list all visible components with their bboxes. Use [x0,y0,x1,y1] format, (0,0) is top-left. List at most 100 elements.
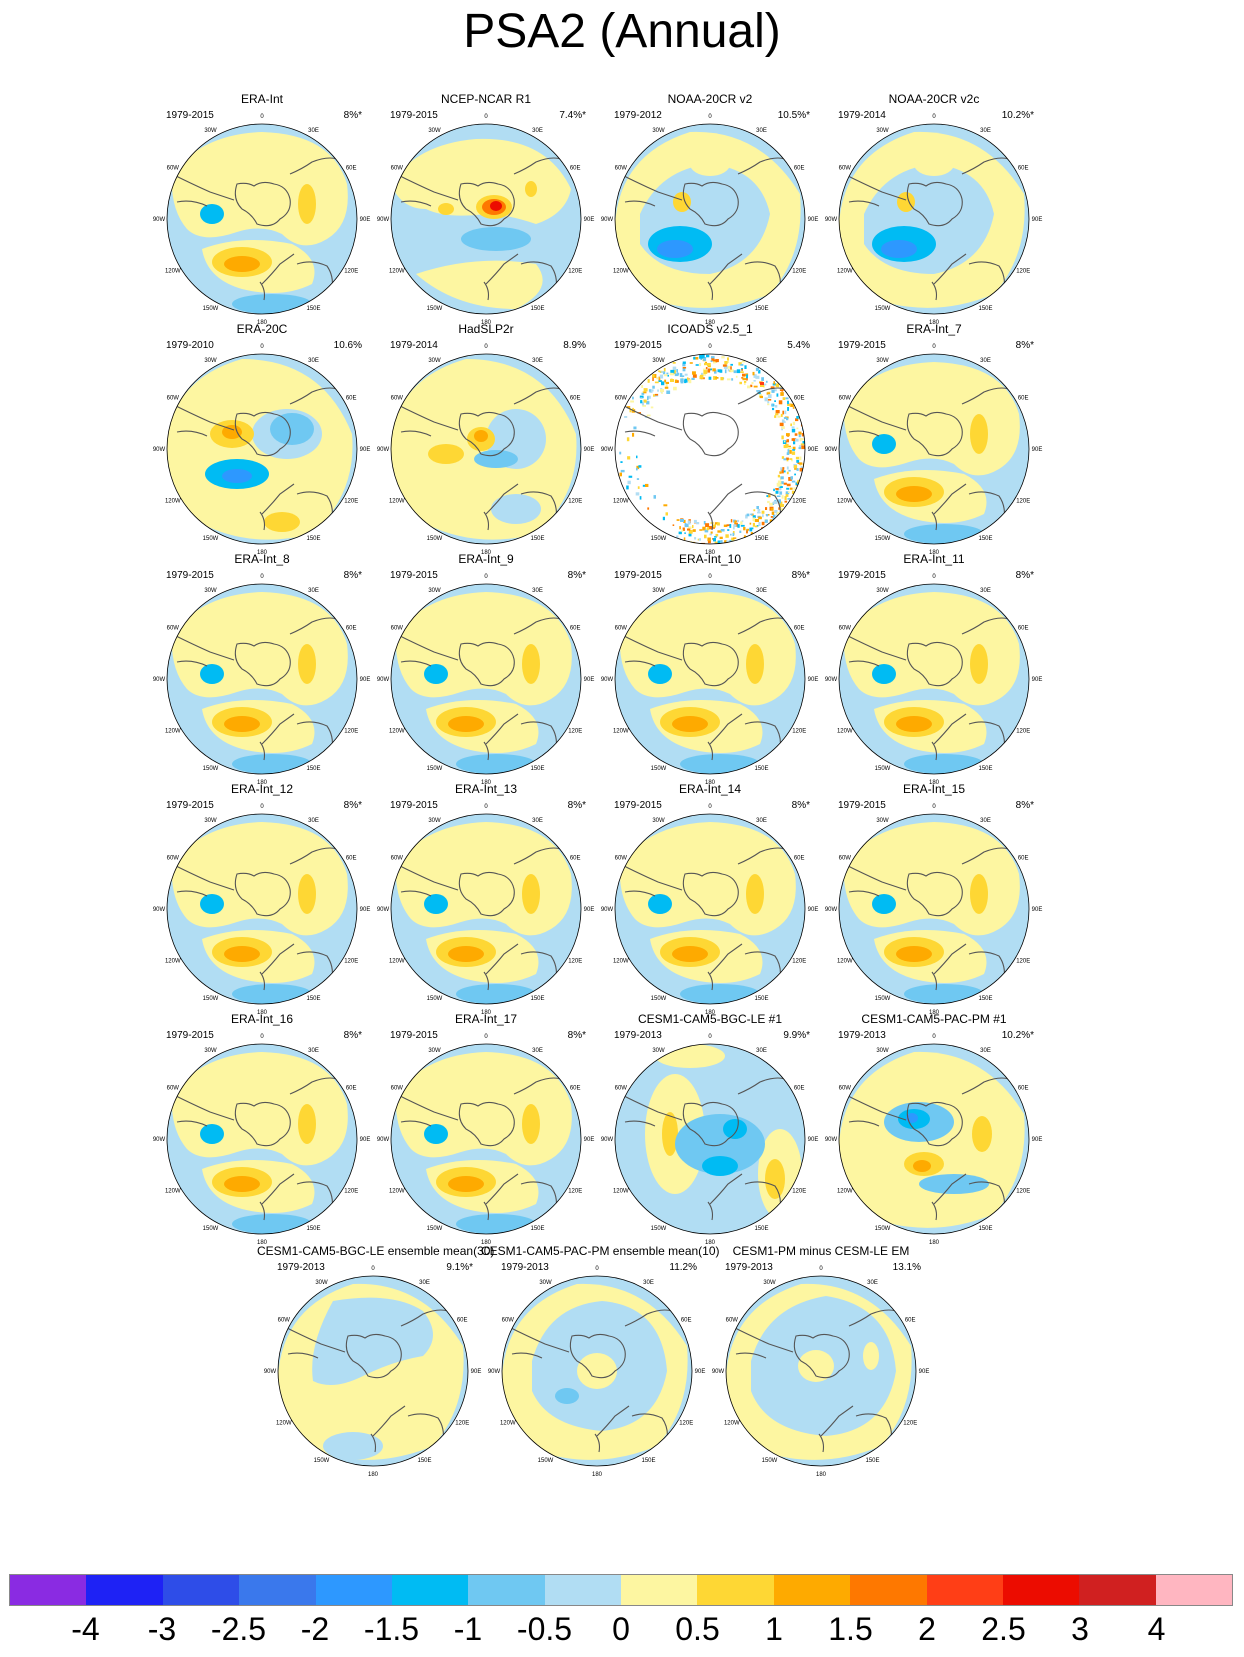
observation-cell [730,366,732,370]
observation-cell [652,377,654,381]
coastline [843,403,907,431]
longitude-label: 90E [471,1369,482,1375]
observation-cell [783,445,787,449]
observation-cell [746,513,750,517]
observation-cell [664,379,667,383]
observation-cell [796,468,799,471]
observation-cell [723,524,728,527]
longitude-label: 90W [153,1137,166,1143]
panel-years: 1979-2010 [166,340,214,351]
longitude-label: 90W [601,677,614,683]
map-panel: ICOADS v2.5_1 1979-2015 5.4% 0 30E 60E 90E 120E… [594,322,826,556]
anomaly-contour [298,644,316,684]
observation-cell [773,389,777,392]
observation-cell [651,389,654,392]
observation-cell [794,473,796,476]
coastline [906,641,963,687]
observation-cell [741,369,743,371]
coastline [848,1309,897,1327]
longitude-label: 60W [839,1086,852,1092]
observation-cell [674,373,679,377]
coastline [961,847,1010,865]
observation-cell [643,391,647,394]
observation-cell [638,465,642,468]
observation-cell [799,438,802,442]
longitude-label: 120E [1016,269,1030,275]
longitude-label: 90W [153,907,166,913]
longitude-label: 90E [808,677,819,683]
map-boundary [838,353,1030,545]
observation-cell [670,379,674,382]
observation-cell [647,507,650,510]
anomaly-contour [970,874,988,914]
anomaly-contour [312,1297,433,1385]
observation-cell [633,426,637,430]
longitude-label: 60W [391,856,404,862]
observation-cell [800,438,804,441]
longitude-label: 60E [1018,626,1029,632]
longitude-label: 180 [481,320,492,326]
polar-map: 0 30E 60E 90E 120E 150E 180 150W 120W 90W 60W 30W [601,344,819,556]
observation-cell [740,524,745,527]
coastline [520,951,557,980]
anomaly-contour [416,260,543,309]
observation-cell [753,385,758,388]
polar-map: 0 30E 60E 90E 120E 150E 180 150W 120W 90W 60W 30W [377,344,595,556]
observation-cell [725,534,729,538]
observation-cell [778,499,781,504]
observation-cell [695,364,699,366]
observation-cell [741,520,744,522]
observation-cell [758,394,763,398]
coastline [171,403,235,431]
coastline [709,483,743,515]
map-boundary [614,1043,806,1235]
observation-cell [636,465,640,470]
panel-title: ERA-20C [236,322,288,336]
coastline [511,1352,543,1359]
observation-cell [642,484,646,487]
anomaly-contour [525,181,537,197]
coastline [961,617,1010,635]
observation-cell [732,532,735,536]
coastline [968,491,1005,520]
observation-cell [660,371,664,373]
panel-variance-pct: 10.2%* [1001,110,1034,121]
anomaly-contour [904,984,984,1004]
map-boundary [390,123,582,315]
anomaly-contour [490,201,502,211]
panel-variance-pct: 9.9%* [783,1030,810,1041]
polar-map: 0 30E 60E 90E 120E 150E 180 150W 120W 90W 60W 30W [601,804,819,1016]
anomaly-contour [896,946,932,962]
map-panel: ERA-Int_11 1979-2015 8%* 0 30E 60E 90E 120E 150E… [818,552,1050,786]
anomaly-contour [298,184,316,224]
observation-cell [717,540,721,544]
observation-cell [779,422,784,427]
longitude-label: 120E [344,729,358,735]
observation-cell [780,507,783,511]
observation-cell [730,519,733,523]
observation-cell [640,400,643,404]
observation-cell [712,524,716,528]
colorbar-swatch [10,1575,87,1605]
longitude-label: 90W [601,1137,614,1143]
coastline [744,721,781,750]
longitude-label: 0 [260,1034,264,1040]
observation-cell [695,357,699,360]
map-boundary [614,353,806,545]
coastline [931,511,938,531]
coastline [458,181,515,227]
observation-cell [781,495,784,499]
longitude-label: 0 [260,574,264,580]
longitude-label: 120E [568,269,582,275]
longitude-label: 90W [825,217,838,223]
longitude-label: 60W [502,1318,515,1324]
longitude-label: 180 [705,550,716,556]
observation-cell [757,511,761,514]
observation-cell [762,514,764,518]
coastline [296,951,333,980]
observation-cell [688,526,692,530]
map-background [615,354,805,544]
longitude-label: 30E [308,588,319,594]
observation-cell [710,531,713,534]
coastline [682,641,739,687]
